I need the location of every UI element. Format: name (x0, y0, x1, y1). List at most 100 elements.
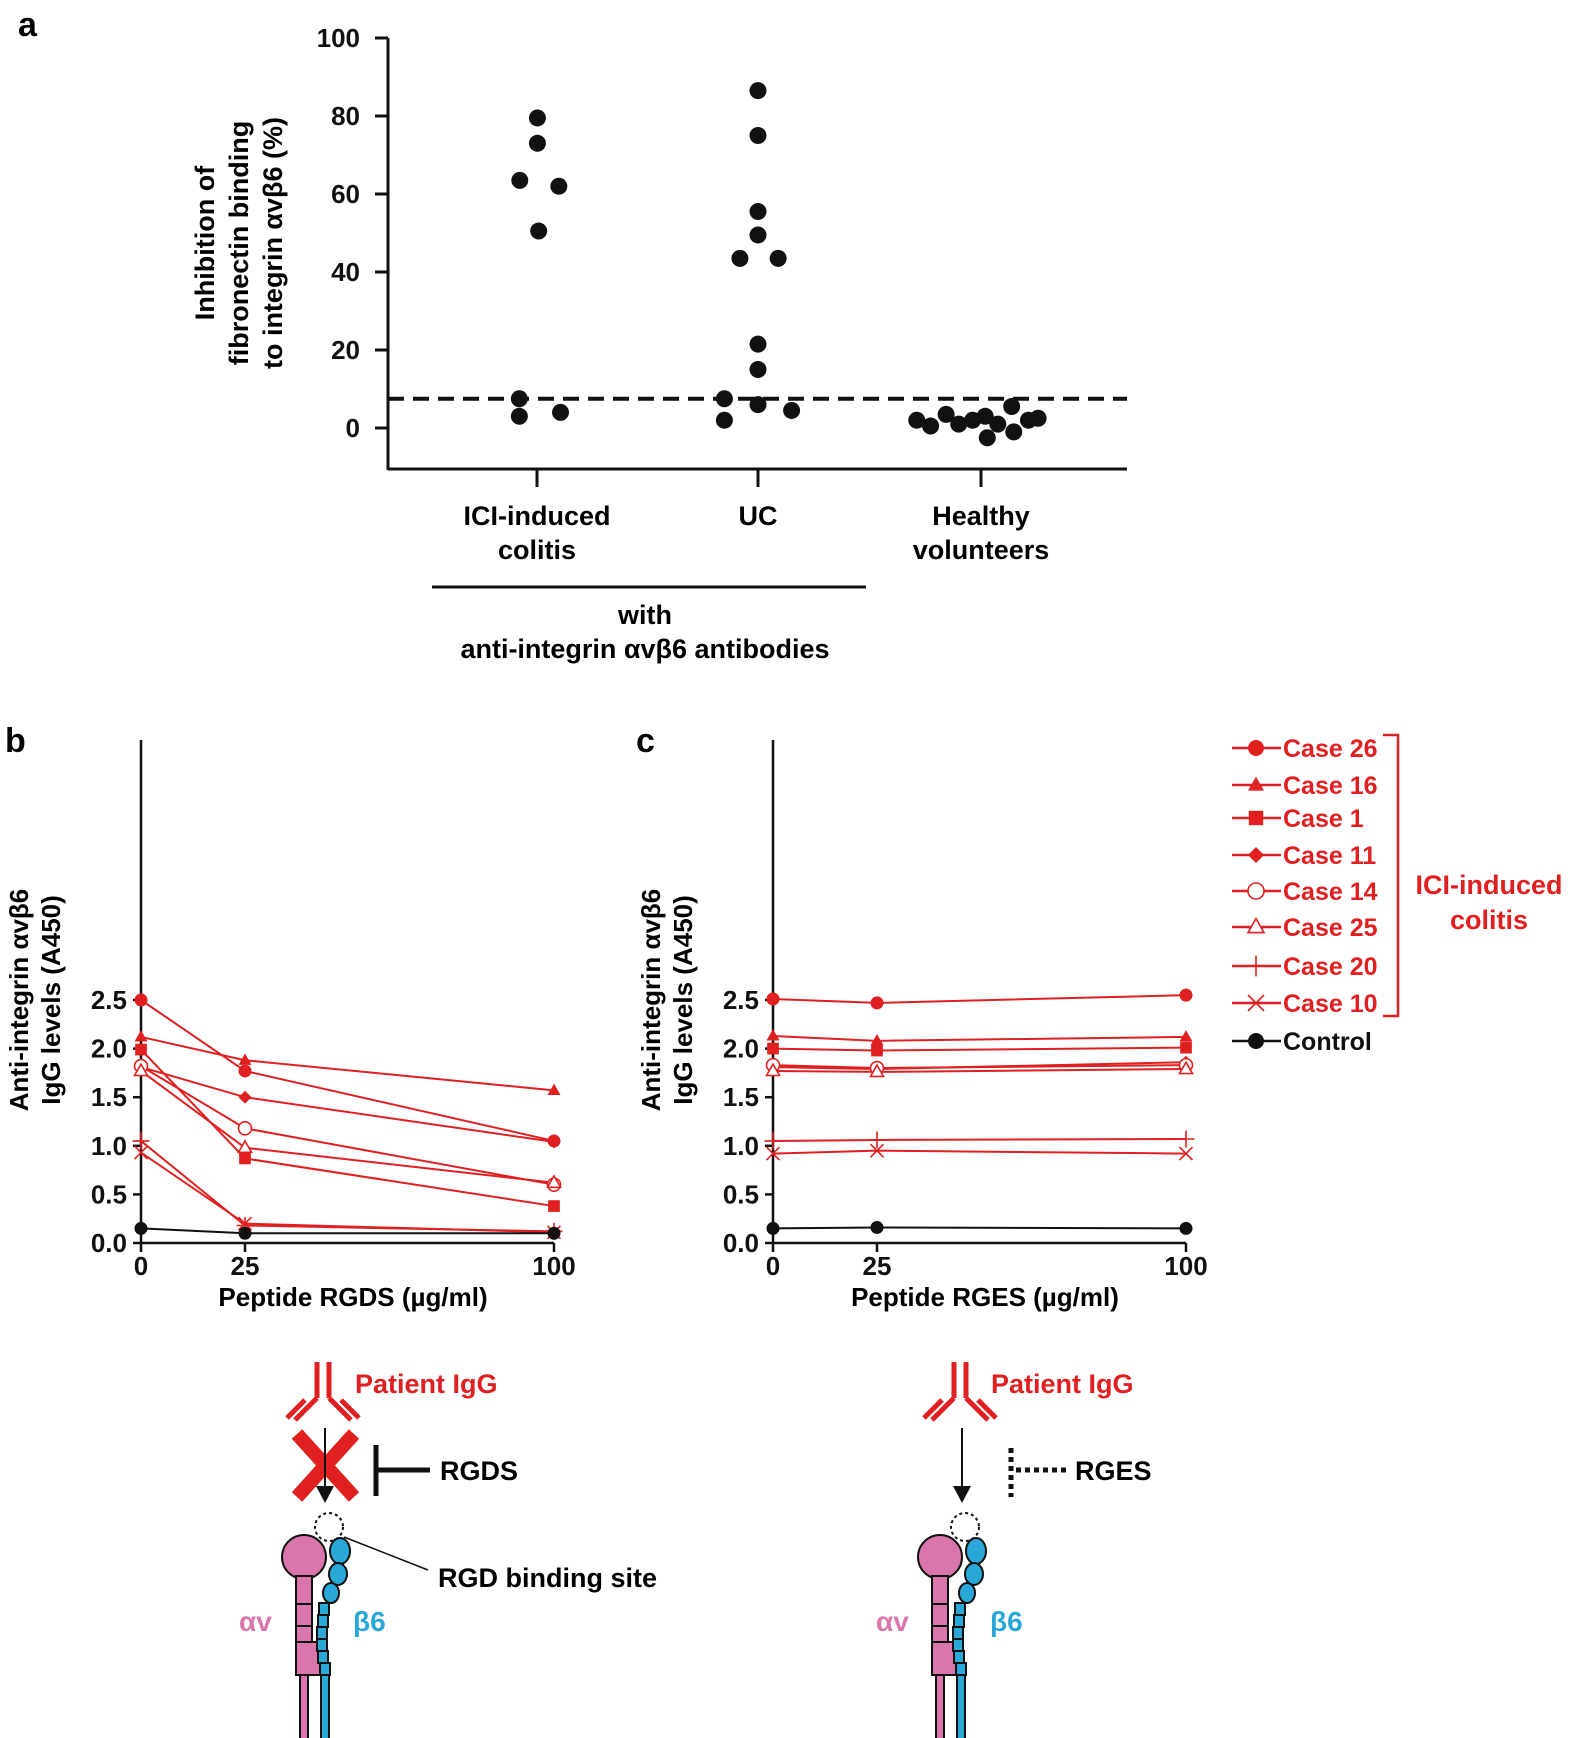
panel-b-point (238, 1064, 252, 1078)
panel-c-series (764, 988, 1195, 1235)
panel-a-points (510, 82, 1047, 447)
panel-a-y-tick-label: 20 (331, 335, 360, 365)
panel-a-point (550, 177, 568, 195)
legend-marker (1248, 776, 1264, 791)
panel-a-point (749, 361, 767, 378)
panel-c-series-line (772, 994, 1187, 1004)
panel-b-series-line (140, 1035, 555, 1092)
panel-c-y-tick-label: 2.0 (723, 1034, 759, 1064)
panel-b-line-chart: 0.0 0.5 1.0 1.5 2.0 2.5 0 25 100 Anti-integrin α… (4, 740, 576, 1312)
panel-a-point (1029, 409, 1047, 427)
panel-c-point (767, 1042, 779, 1055)
panel-c-series-line (772, 1068, 1187, 1073)
legend-marker (1246, 916, 1266, 934)
panel-b-y-tick-label: 0.5 (91, 1179, 127, 1209)
legend-label: Case 25 (1283, 914, 1378, 942)
panel-a-point (510, 390, 528, 408)
panel-c-point (1179, 1221, 1193, 1235)
panel-c-xlabel: Peptide RGES (µg/ml) (851, 1282, 1119, 1312)
panel-c-point (766, 992, 780, 1006)
panel-a-point (1005, 423, 1023, 441)
panel-c-line-chart: 0.0 0.5 1.0 1.5 2.0 2.5 0 25 100 Anti-integrin α… (636, 740, 1208, 1312)
panel-c-point (765, 1062, 781, 1077)
panel-b-point (134, 993, 148, 1007)
panel-a-point (552, 403, 570, 421)
schematic-b-alpha-label: αv (239, 1606, 272, 1637)
legend-label: Case 10 (1283, 990, 1378, 1018)
schematic-c: Patient IgG RGES αv β6 (876, 1362, 1152, 1738)
legend-label: Case 26 (1283, 735, 1378, 763)
integrin-icon (917, 1512, 987, 1738)
panel-a-point (749, 203, 767, 221)
schematic-b-peptide-label: RGDS (440, 1456, 518, 1486)
panel-c-ylabel-line-1: Anti-integrin αvβ6 (636, 889, 666, 1112)
panel-a-point (731, 249, 749, 267)
panel-b-point (547, 1135, 561, 1149)
panel-c-point (766, 1221, 780, 1235)
legend-marker (1248, 810, 1264, 826)
panel-c-series-line (772, 1226, 1187, 1230)
panel-a-point (908, 411, 926, 429)
binding-site-leader-line (343, 1536, 429, 1571)
panel-c-point (1179, 988, 1193, 1002)
panel-a-point (783, 401, 801, 419)
panel-b-point (237, 1139, 253, 1154)
legend-label: Case 14 (1283, 878, 1378, 906)
panel-a-point (937, 405, 955, 423)
panel-c-point (1178, 1060, 1194, 1075)
legend-label: Case 11 (1283, 842, 1376, 870)
legend-marker (1245, 955, 1267, 977)
patient-igg-icon (285, 1362, 361, 1422)
panel-c-point (764, 1132, 782, 1150)
panel-a-y-tick-label: 100 (317, 23, 360, 53)
panel-b-axes: 0.0 0.5 1.0 1.5 2.0 2.5 0 25 100 (91, 740, 576, 1281)
panel-b-xlabel: Peptide RGDS (µg/ml) (218, 1282, 487, 1312)
panel-b-y-tick-label: 1.0 (91, 1131, 127, 1161)
panel-a-point (749, 127, 767, 144)
panel-a-y-tick-label: 40 (331, 257, 360, 287)
panel-a-y-tick-label: 80 (331, 101, 360, 131)
panel-b-y-tick-label: 2.0 (91, 1034, 127, 1064)
schematic-c-patient-label: Patient IgG (991, 1369, 1134, 1399)
panel-a-axes: 0 20 40 60 80 100 (317, 23, 1127, 487)
panel-a-point (978, 429, 996, 447)
panel-c-x-tick-label: 100 (1164, 1251, 1207, 1281)
panel-b-x-tick-label: 0 (134, 1251, 148, 1281)
panel-a-y-tick-label: 60 (331, 179, 360, 209)
panel-a-point (715, 390, 733, 408)
patient-igg-icon (922, 1362, 998, 1422)
panel-c-point (765, 1146, 781, 1161)
panel-b-point (547, 1226, 561, 1240)
panel-c-point (1179, 1030, 1193, 1042)
panel-label-c: c (636, 722, 655, 760)
panel-c-series-line (772, 1149, 1187, 1155)
panel-c-point (1178, 1146, 1194, 1161)
panel-a-point (528, 109, 546, 127)
legend-marker (1248, 1033, 1264, 1049)
legend-marker (1248, 740, 1264, 756)
arrow-head-icon (316, 1486, 334, 1503)
panel-a-category-1-line-1: ICI-induced (464, 501, 611, 531)
panel-b-point (238, 1053, 252, 1065)
panel-a-ylabel-line-2: fibronectin binding (224, 121, 254, 365)
legend-label: Case 1 (1283, 805, 1364, 833)
panel-c-point (1180, 1041, 1192, 1054)
panel-c-y-tick-label: 1.0 (723, 1131, 759, 1161)
schematic-c-alpha-label: αv (876, 1606, 909, 1637)
panel-a-category-2-line-1: UC (739, 501, 778, 531)
panel-b-point (239, 1152, 251, 1165)
panel-b-point (134, 1030, 148, 1042)
panel-a-point (528, 134, 546, 152)
panel-c-point (870, 996, 884, 1010)
panel-c-point (869, 1063, 885, 1078)
panel-b-series (132, 993, 563, 1240)
panel-b-series-line (140, 1066, 555, 1143)
panel-b-point (548, 1200, 560, 1212)
panel-c-series-line (772, 1064, 1187, 1070)
panel-c-series-line (772, 1137, 1187, 1142)
panel-c-point (869, 1143, 885, 1158)
panel-c-point (766, 1029, 780, 1041)
panel-a-point (749, 226, 767, 244)
panel-b-point (546, 1174, 562, 1189)
panel-a-point (511, 171, 529, 189)
